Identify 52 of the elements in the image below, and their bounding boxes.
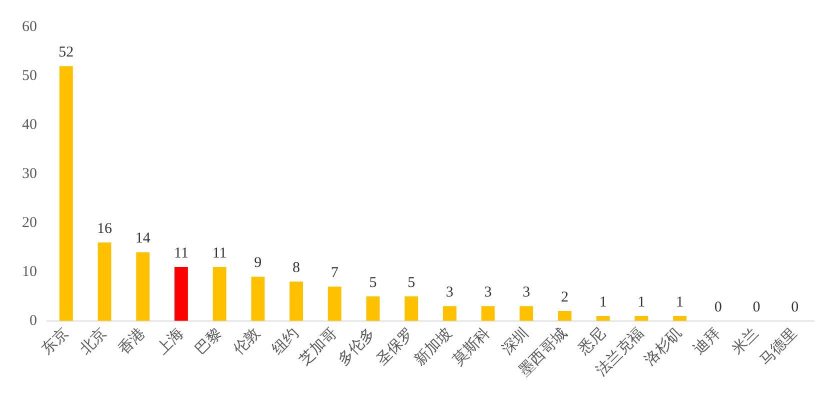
x-tick-label: 北京 — [76, 324, 110, 358]
y-tick-label: 50 — [22, 68, 37, 84]
data-label: 8 — [292, 260, 300, 276]
bar — [328, 286, 342, 321]
data-label: 5 — [369, 274, 377, 291]
data-label: 9 — [254, 255, 262, 272]
bar — [366, 296, 380, 321]
data-label: 14 — [135, 230, 151, 247]
x-tick-label: 伦敦 — [230, 324, 264, 358]
bar — [212, 266, 226, 321]
data-label: 3 — [522, 284, 530, 301]
data-label: 0 — [791, 299, 799, 316]
data-label: 16 — [97, 220, 113, 237]
bar — [481, 306, 495, 321]
bar — [558, 311, 572, 321]
y-tick-label: 10 — [22, 264, 37, 280]
bar — [174, 266, 188, 321]
bar — [442, 306, 456, 321]
bar — [98, 242, 112, 321]
bar — [404, 296, 418, 321]
data-label: 11 — [174, 245, 188, 262]
data-label: 0 — [714, 299, 722, 316]
x-tick-label: 香港 — [115, 324, 148, 358]
data-label: 1 — [676, 294, 684, 310]
y-tick-label: 30 — [22, 166, 37, 182]
x-tick-label: 东京 — [38, 324, 72, 358]
bar — [251, 276, 265, 321]
bar — [520, 306, 534, 321]
y-tick-label: 20 — [22, 214, 37, 231]
x-tick-label: 上海 — [154, 324, 187, 358]
bar — [634, 316, 648, 321]
x-tick-label: 马德里 — [757, 326, 800, 369]
bar — [673, 316, 686, 321]
data-label: 1 — [638, 294, 646, 310]
bar — [596, 316, 610, 321]
data-label: 5 — [408, 274, 416, 291]
y-tick-label: 60 — [22, 18, 37, 35]
data-label: 7 — [330, 265, 339, 281]
data-label: 1 — [599, 294, 607, 310]
bar — [136, 252, 150, 321]
data-label: 3 — [446, 284, 454, 301]
y-tick-label: 40 — [22, 116, 37, 133]
data-label: 0 — [752, 299, 760, 316]
data-label: 3 — [484, 284, 492, 301]
x-tick-label: 巴黎 — [192, 324, 226, 358]
data-label: 2 — [560, 289, 568, 306]
data-label: 52 — [58, 44, 74, 61]
bar — [290, 282, 303, 321]
bar — [59, 66, 73, 321]
x-tick-label: 迪拜 — [690, 324, 724, 358]
data-label: 11 — [212, 245, 227, 262]
y-tick-label: 0 — [30, 312, 37, 329]
